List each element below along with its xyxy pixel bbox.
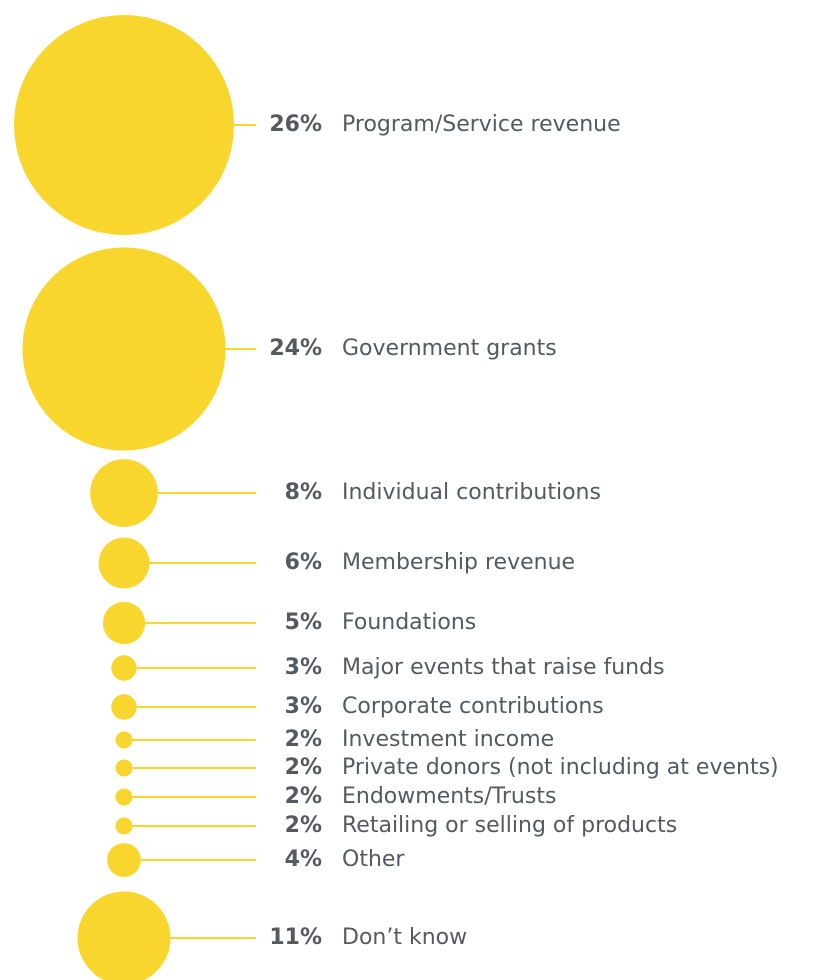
category-label: Endowments/Trusts [342,784,556,809]
bubble [98,537,150,589]
value-label: 2% [285,727,322,752]
bubble [14,15,234,235]
category-label: Don’t know [342,925,467,950]
value-label: 2% [285,813,322,838]
bubble [111,655,137,681]
category-label: Corporate contributions [342,694,604,719]
bubble [111,694,137,720]
value-label: 2% [285,784,322,809]
value-label: 2% [285,755,322,780]
category-label: Membership revenue [342,550,575,575]
value-label: 6% [285,550,322,575]
bubble [102,601,146,645]
value-label: 3% [285,694,322,719]
bubble [115,817,133,835]
value-label: 5% [285,610,322,635]
category-label: Private donors (not including at events) [342,755,779,780]
category-label: Individual contributions [342,480,601,505]
category-label: Major events that raise funds [342,655,665,680]
value-label: 4% [285,847,322,872]
bubble [90,459,158,527]
category-label: Investment income [342,727,554,752]
value-label: 11% [269,925,322,950]
category-label: Program/Service revenue [342,112,621,137]
bubble [77,891,171,980]
bubble [107,843,141,877]
category-label: Retailing or selling of products [342,813,677,838]
value-label: 24% [269,336,322,361]
bubble [115,788,133,806]
value-label: 8% [285,480,322,505]
bubble [115,759,133,777]
category-label: Other [342,847,405,872]
value-label: 3% [285,655,322,680]
bubble [22,247,226,451]
bubble [115,731,133,749]
category-label: Government grants [342,336,557,361]
category-label: Foundations [342,610,476,635]
value-label: 26% [269,112,322,137]
